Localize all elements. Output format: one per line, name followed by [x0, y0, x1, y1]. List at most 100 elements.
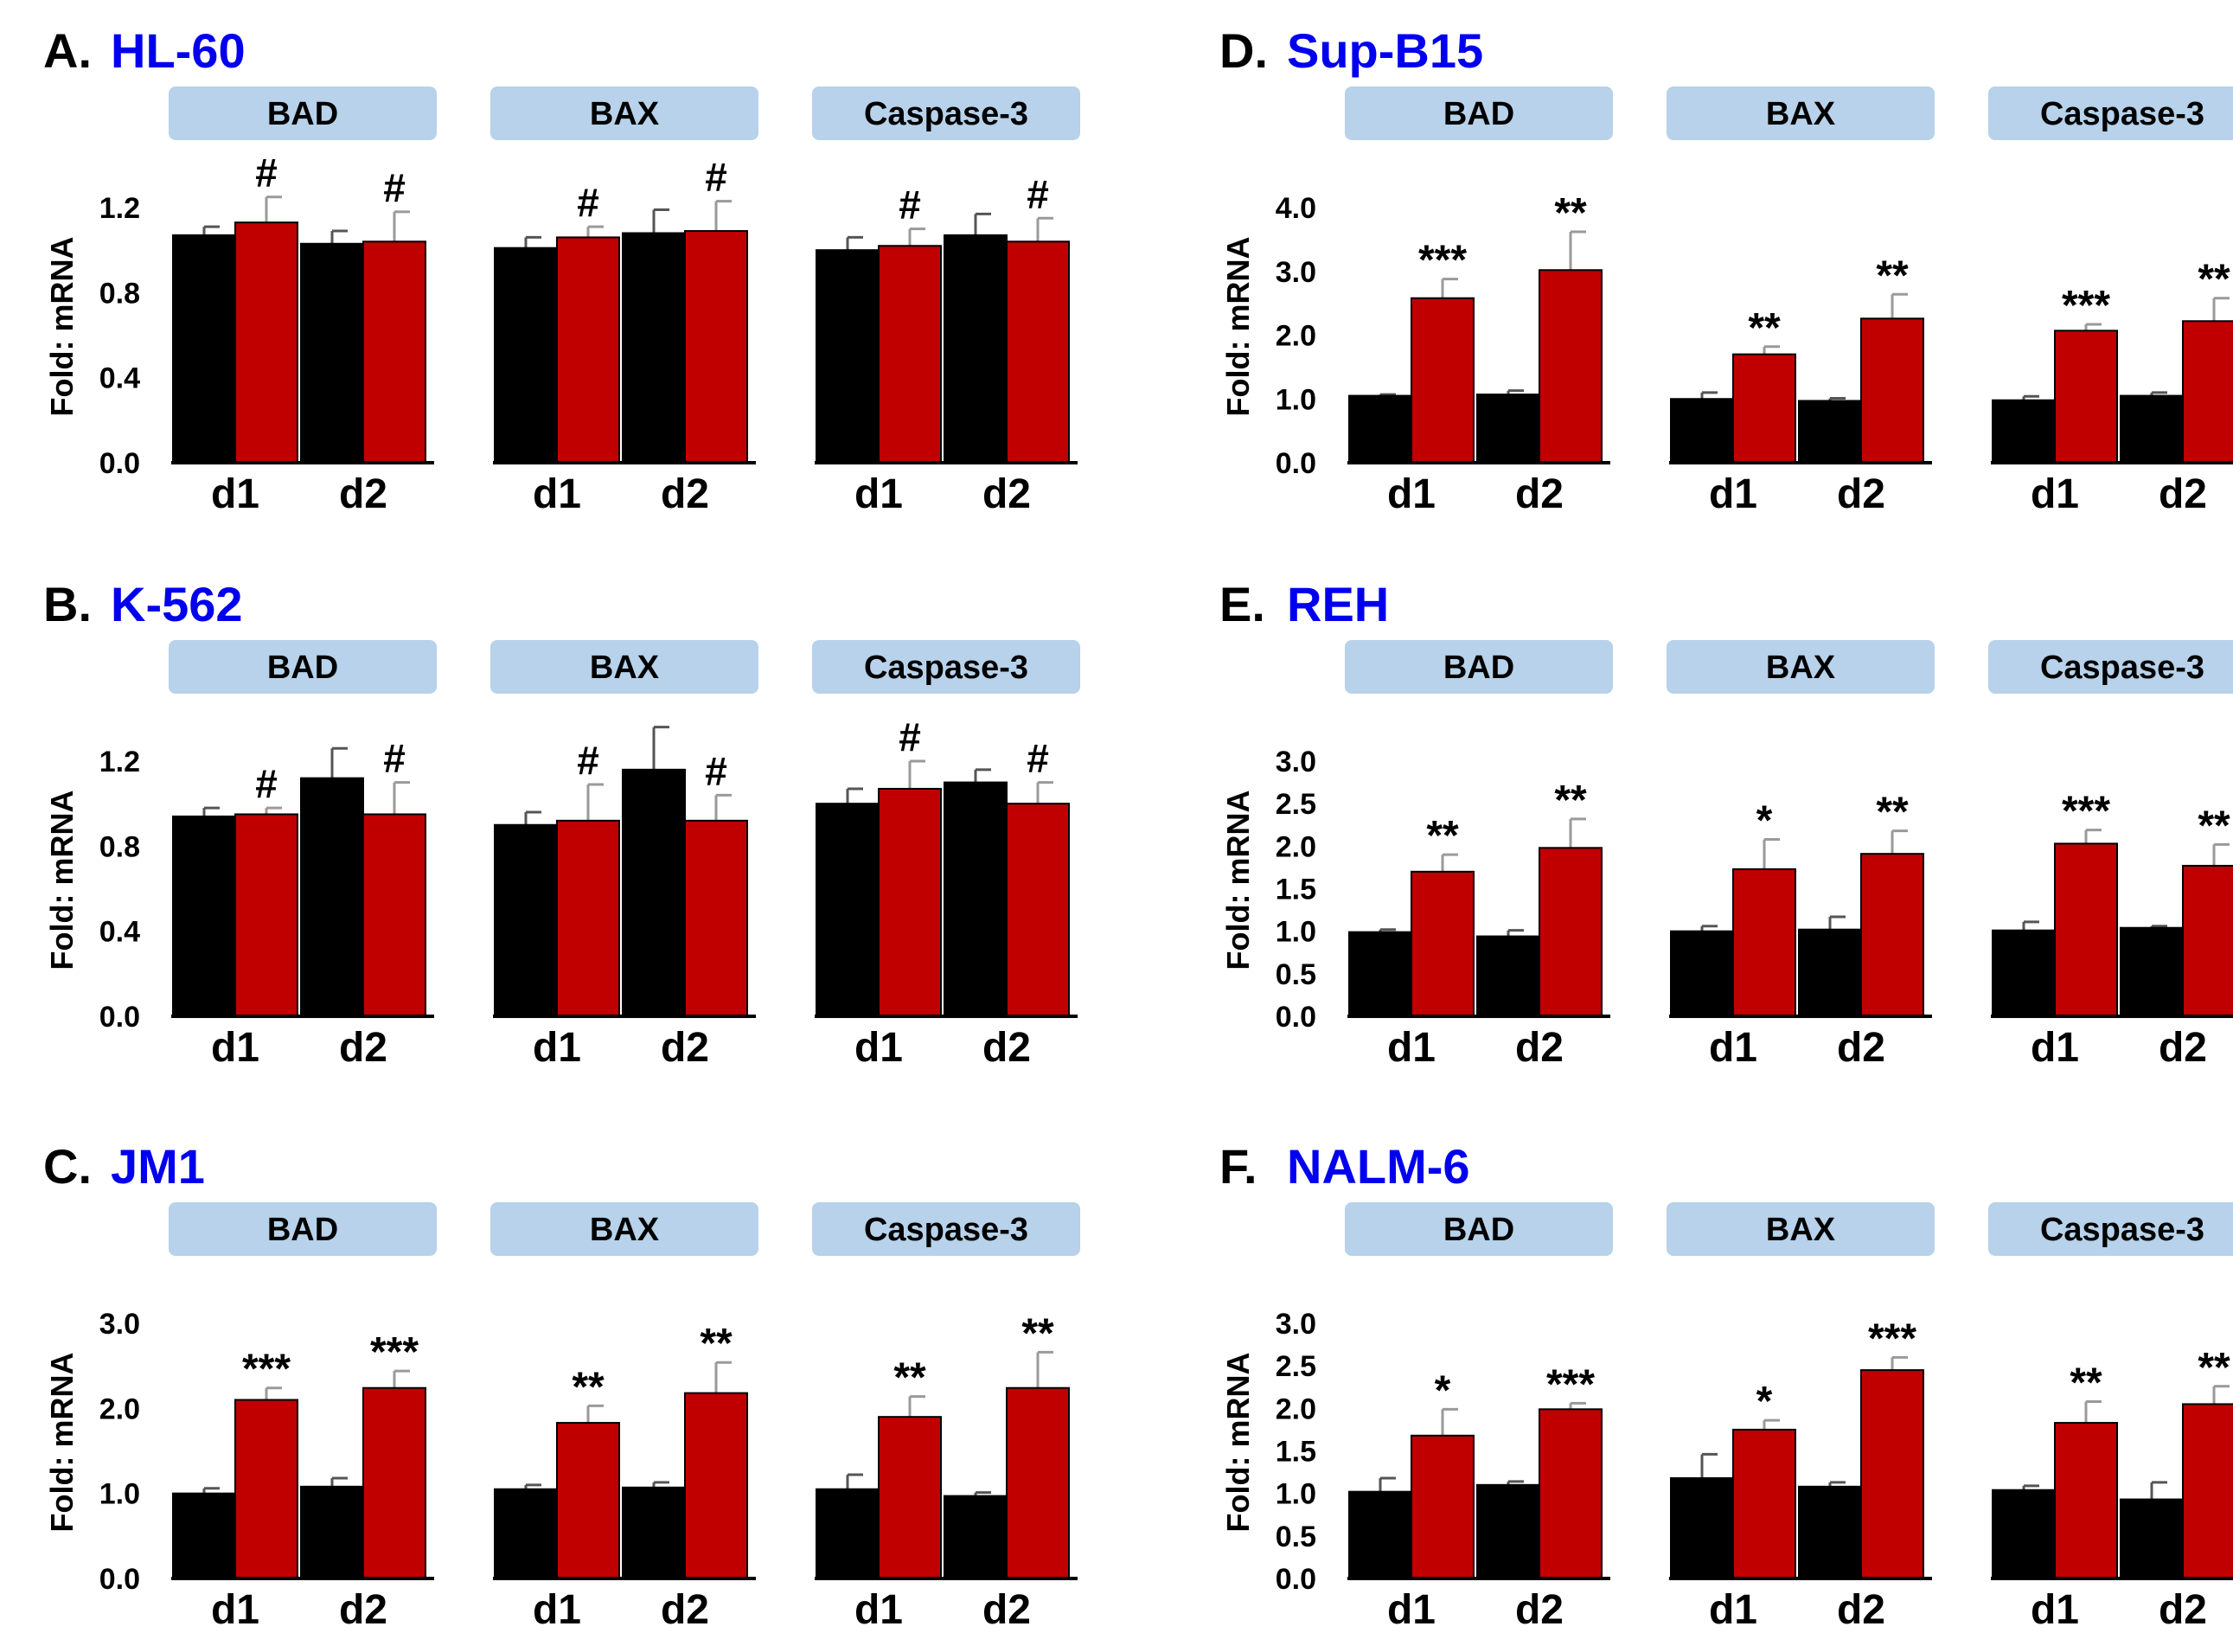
significance-label: ** — [1021, 1310, 1054, 1356]
subplot-bad: BAD # # d1 d2 — [169, 86, 437, 517]
gene-header-label: BAX — [1766, 1212, 1836, 1248]
significance-label: ** — [1876, 790, 1909, 836]
y-axis-label: Fold: mRNA — [44, 791, 80, 970]
bar-treated — [1006, 803, 1070, 1017]
x-tick-label: d1 — [1387, 471, 1436, 517]
bar-control — [1348, 394, 1412, 464]
bar-treated — [362, 1386, 426, 1579]
y-tick-label: 2.0 — [1276, 830, 1316, 863]
bar-control — [2120, 926, 2184, 1018]
bar-treated — [1860, 317, 1924, 464]
panel-cell-line: HL-60 — [111, 23, 246, 78]
significance-label: # — [577, 738, 599, 783]
significance-label: ** — [1748, 305, 1781, 351]
significance-label: # — [383, 165, 406, 210]
y-axis-label: Fold: mRNA — [44, 237, 80, 417]
bar-treated — [1006, 1386, 1070, 1579]
bar-treated — [556, 1422, 620, 1579]
gene-header-box — [812, 1202, 1080, 1256]
significance-label: ** — [2198, 257, 2230, 303]
significance-label: # — [1027, 171, 1049, 216]
panel-cell-line: Sup-B15 — [1287, 23, 1483, 78]
gene-header-label: Caspase-3 — [864, 1212, 1028, 1248]
significance-label: * — [1756, 1379, 1773, 1425]
bar-control — [622, 768, 686, 1017]
significance-label: *** — [1418, 238, 1467, 284]
gene-header-label: BAX — [590, 650, 660, 686]
gene-header-label: BAX — [590, 1212, 660, 1248]
panel-cell-line: REH — [1287, 577, 1389, 631]
x-tick-label: d2 — [661, 1025, 709, 1071]
gene-header-box — [490, 1202, 758, 1256]
x-tick-label: d1 — [1709, 471, 1757, 517]
panel-letter: C. — [43, 1139, 92, 1194]
y-tick-label: 1.0 — [1276, 383, 1316, 416]
gene-header-box — [169, 86, 437, 140]
bar-treated — [1006, 240, 1070, 464]
bar-control — [172, 234, 236, 464]
x-tick-label: d2 — [661, 1587, 709, 1633]
bar-control — [2120, 1498, 2184, 1579]
significance-label: ** — [572, 1364, 605, 1410]
y-tick-label: 3.0 — [1276, 1308, 1316, 1341]
y-tick-label: 1.2 — [99, 192, 140, 225]
bar-control — [1798, 1485, 1862, 1579]
y-axis-label: Fold: mRNA — [44, 1353, 80, 1533]
significance-label: ** — [893, 1355, 926, 1401]
significance-label: # — [899, 182, 921, 227]
bar-treated — [2182, 1403, 2233, 1579]
x-tick-label: d2 — [1837, 1025, 1885, 1071]
x-tick-label: d1 — [854, 471, 903, 517]
y-tick-label: 0.0 — [1276, 1001, 1316, 1034]
x-tick-label: d1 — [211, 1587, 259, 1633]
gene-header-box — [490, 640, 758, 694]
bar-control — [1348, 931, 1412, 1017]
bar-control — [944, 234, 1008, 464]
bar-control — [300, 777, 364, 1017]
bar-control — [944, 781, 1008, 1017]
gene-header-label: Caspase-3 — [2040, 96, 2204, 132]
x-tick-label: d2 — [982, 1587, 1031, 1633]
bar-treated — [878, 1416, 942, 1579]
y-tick-label: 0.0 — [1276, 1563, 1316, 1596]
bar-control — [1670, 930, 1734, 1017]
gene-header-label: BAX — [590, 96, 660, 132]
gene-header-label: BAX — [1766, 96, 1836, 132]
gene-header-label: Caspase-3 — [864, 96, 1028, 132]
y-tick-label: 2.5 — [1276, 1350, 1316, 1383]
gene-header-box — [490, 86, 758, 140]
subplot-bax: BAX # # d1 d2 — [490, 640, 758, 1071]
x-tick-label: d2 — [1837, 1587, 1885, 1633]
bar-treated — [2054, 1422, 2118, 1579]
panel-letter: D. — [1219, 23, 1268, 78]
x-tick-label: d2 — [2159, 1025, 2207, 1071]
x-tick-label: d2 — [1837, 471, 1885, 517]
y-tick-label: 2.5 — [1276, 788, 1316, 821]
bar-treated — [1860, 1369, 1924, 1580]
y-tick-label: 1.0 — [1276, 916, 1316, 949]
subplot-bax: BAX # # d1 d2 — [490, 86, 758, 517]
bar-control — [1992, 929, 2056, 1017]
x-tick-label: d2 — [661, 471, 709, 517]
panel-cell-line: JM1 — [111, 1139, 205, 1194]
bar-control — [1476, 935, 1540, 1018]
significance-label: *** — [370, 1329, 419, 1375]
gene-header-box — [812, 640, 1080, 694]
y-tick-label: 3.0 — [1276, 746, 1316, 778]
bar-control — [816, 803, 880, 1017]
panel-letter: B. — [43, 577, 92, 631]
gene-header-label: BAD — [1443, 1212, 1514, 1248]
gene-header-box — [1345, 1202, 1613, 1256]
bar-treated — [684, 1392, 748, 1579]
bar-control — [944, 1495, 1008, 1579]
y-axis-label: Fold: mRNA — [1220, 1353, 1256, 1533]
y-axis-label: Fold: mRNA — [1220, 237, 1256, 417]
panel-letter: A. — [43, 23, 92, 78]
gene-header-label: BAX — [1766, 650, 1836, 686]
x-tick-label: d1 — [533, 471, 581, 517]
bar-control — [494, 823, 558, 1017]
y-tick-label: 0.0 — [99, 1001, 140, 1034]
